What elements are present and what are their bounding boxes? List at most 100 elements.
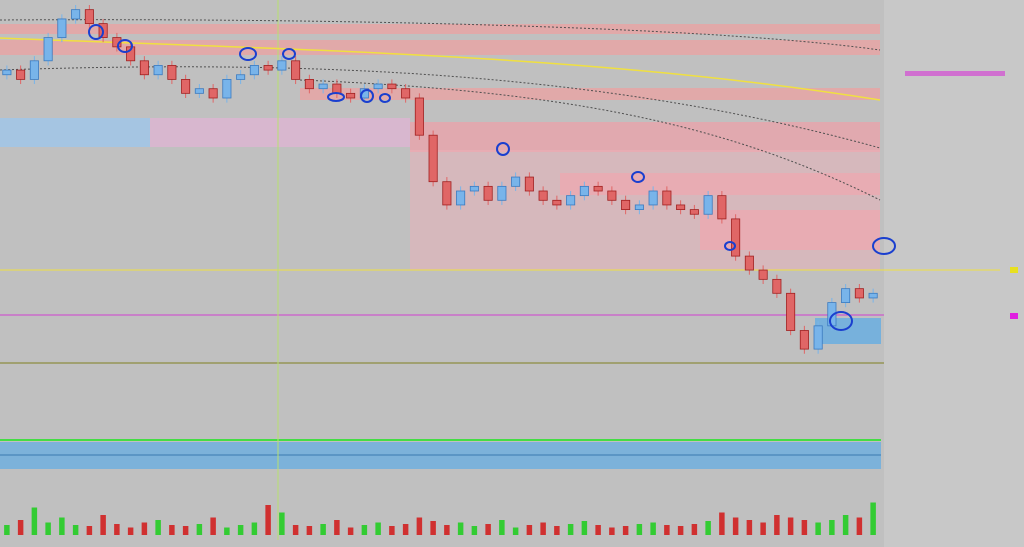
volume-bar <box>815 522 821 535</box>
volume-bar <box>444 525 450 535</box>
candle-body <box>868 292 878 299</box>
volume-bar <box>636 524 643 535</box>
volume-bar <box>361 525 368 535</box>
volume-bar <box>760 522 766 535</box>
volume-bar <box>595 525 601 535</box>
volume-bar <box>169 525 175 535</box>
candle-body <box>263 65 273 71</box>
moving-average <box>299 79 881 201</box>
annotation-circle <box>88 24 104 40</box>
volume-bar <box>650 522 656 535</box>
candle-body <box>511 176 521 187</box>
candle-body <box>813 325 823 350</box>
zone <box>0 24 880 34</box>
candle-body <box>153 65 163 76</box>
candle-body <box>16 69 26 80</box>
volume-bar <box>86 526 93 535</box>
candle-body <box>359 88 369 99</box>
volume-bar <box>45 522 51 535</box>
volume-bar <box>306 526 313 535</box>
volume-bar <box>526 525 533 535</box>
candle-body <box>483 185 493 201</box>
volume-bar <box>292 525 299 535</box>
candle-body <box>552 199 562 206</box>
volume-bar <box>182 526 189 535</box>
volume-bar <box>4 525 10 535</box>
candle-body <box>442 181 452 206</box>
candle-body <box>634 204 644 210</box>
candle-body <box>621 199 631 211</box>
candle-body <box>676 204 686 210</box>
volume-bar <box>774 515 780 535</box>
volume-bar <box>416 517 423 535</box>
volume-bar <box>100 515 106 535</box>
moving-average <box>0 66 881 149</box>
annotations <box>88 24 896 331</box>
volume-bar <box>664 525 670 535</box>
candle-body <box>566 195 576 206</box>
volume-bar <box>622 526 629 535</box>
candle-body <box>854 288 864 299</box>
volume-bar <box>856 517 863 535</box>
volume-bar <box>829 520 835 535</box>
volume-bar <box>581 521 588 535</box>
volume-pane <box>4 502 876 535</box>
candle-body <box>373 83 383 90</box>
candle-body <box>456 190 466 206</box>
candle-body <box>2 69 12 76</box>
candle-body <box>43 37 53 62</box>
zone <box>0 40 880 55</box>
volume-bar <box>705 521 711 535</box>
volume-bar <box>471 526 478 535</box>
volume-bar <box>512 527 519 535</box>
candle-body <box>538 190 548 201</box>
candle-body <box>139 60 149 76</box>
volume-bar <box>609 527 615 535</box>
annotation-circle <box>327 92 345 102</box>
profile-bar <box>905 71 1005 76</box>
candle-body <box>428 134 438 183</box>
candle-body <box>126 46 136 62</box>
zone <box>700 210 880 250</box>
volume-bar <box>801 520 808 535</box>
annotation-circle <box>829 311 853 331</box>
volume-bar <box>389 526 395 535</box>
candle-body <box>648 190 658 206</box>
moving-average <box>0 19 881 51</box>
candle-body <box>236 74 246 80</box>
volume-bar <box>719 512 725 535</box>
volume-bar <box>677 526 684 535</box>
volume-bar <box>347 527 354 535</box>
candle-body <box>786 292 796 331</box>
annotation-circle <box>360 89 374 103</box>
volume-bar <box>746 520 753 535</box>
zone <box>300 88 880 100</box>
candle-body <box>208 88 218 99</box>
volume-bar <box>870 502 876 535</box>
price-axis-panel <box>884 0 1024 547</box>
volume-bar <box>787 517 794 535</box>
volume-bar <box>402 524 409 535</box>
volume-bar <box>196 524 203 535</box>
candle-body <box>84 9 94 24</box>
volume-bar <box>114 524 120 535</box>
volume-bar <box>457 522 464 535</box>
volume-bar <box>430 521 436 535</box>
annotation-circle <box>496 142 510 156</box>
candle-body <box>346 92 356 99</box>
candle-body <box>387 83 397 90</box>
volume-bar <box>334 520 340 535</box>
candle-body <box>799 330 809 350</box>
candle-body <box>167 65 177 80</box>
candle-body <box>71 9 81 20</box>
candle-body <box>593 185 603 192</box>
candle-body <box>332 83 342 94</box>
candle-body <box>607 190 617 201</box>
annotation-circle <box>282 48 296 60</box>
candle-body <box>758 269 768 280</box>
candle-body <box>249 65 259 76</box>
candle-body <box>181 79 191 94</box>
candle-body <box>744 255 754 271</box>
